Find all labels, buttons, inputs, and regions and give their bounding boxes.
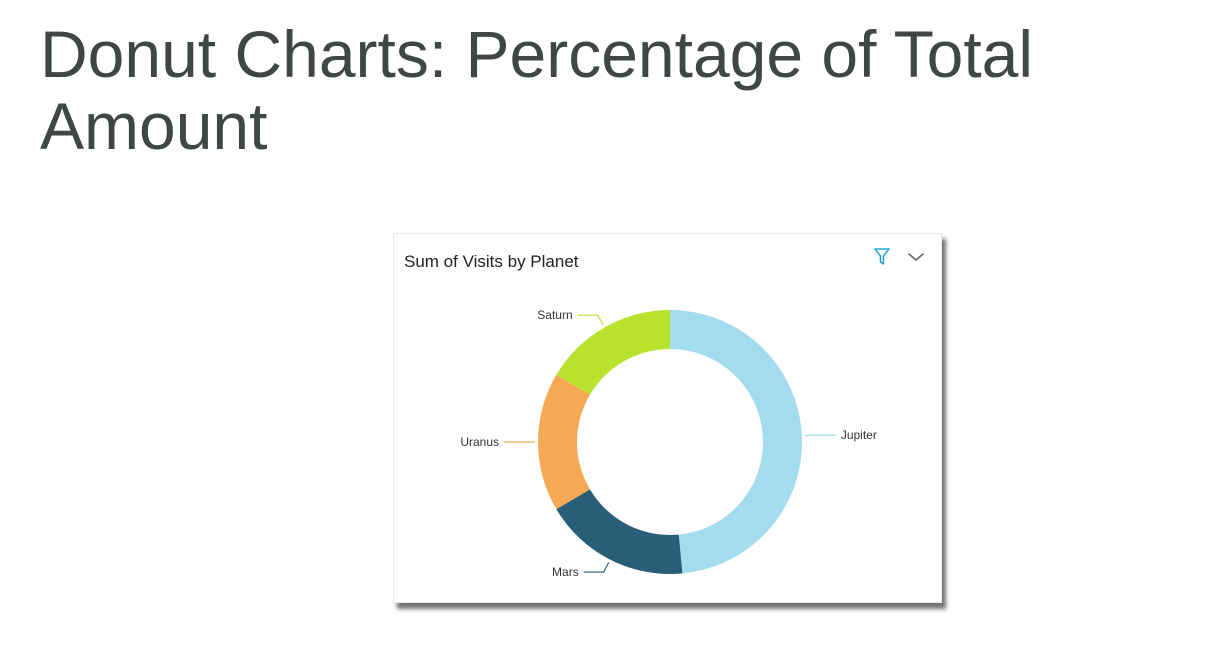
slide-title: Donut Charts: Percentage of Total Amount	[40, 17, 1034, 163]
donut-slice-uranus[interactable]	[538, 374, 590, 510]
donut-slice-jupiter[interactable]	[670, 310, 802, 574]
chart-card: Sum of Visits by Planet Jupiter Mars Uranu…	[393, 233, 942, 603]
leader-line-mars	[583, 562, 610, 573]
slice-label-saturn: Saturn	[537, 308, 572, 322]
slice-label-mars: Mars	[552, 565, 579, 579]
leader-line-jupiter	[804, 434, 836, 437]
chevron-down-icon[interactable]	[905, 246, 927, 268]
slice-label-jupiter: Jupiter	[841, 428, 877, 442]
chart-title: Sum of Visits by Planet	[404, 252, 579, 271]
filter-icon[interactable]	[871, 246, 893, 268]
donut-slice-mars[interactable]	[556, 489, 683, 574]
leader-line-saturn	[577, 314, 604, 326]
donut-chart: Jupiter Mars Uranus Saturn	[460, 308, 877, 579]
donut-slice-saturn[interactable]	[556, 310, 670, 395]
slice-label-uranus: Uranus	[460, 435, 499, 449]
chart-toolbar	[871, 246, 927, 268]
